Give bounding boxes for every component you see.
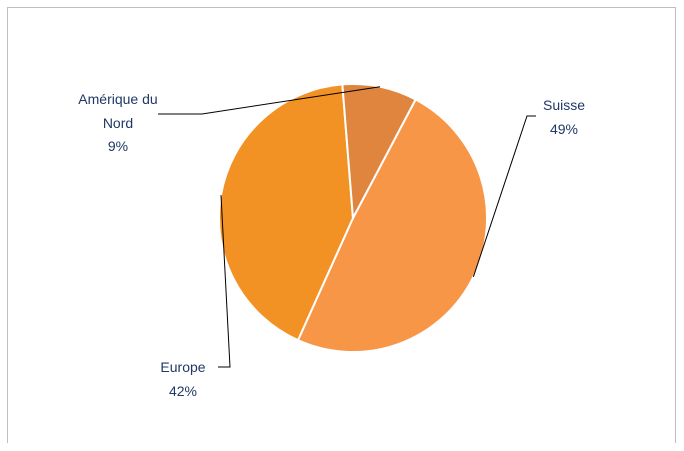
label-amerique-pct: 9% [108, 138, 128, 154]
label-amerique-name-line1: Amérique du [78, 91, 157, 107]
leader-suisse [472, 115, 536, 277]
label-suisse-pct: 49% [550, 121, 578, 137]
label-amerique-name-line2: Nord [103, 115, 133, 131]
leader-europe [218, 195, 231, 368]
slice-labels: Suisse 49% Europe 42% Amérique du Nord 9… [78, 91, 585, 399]
pie-slices [217, 83, 489, 354]
pie-slice-suisse [296, 98, 489, 354]
leader-amerique [158, 86, 381, 115]
leader-lines [158, 86, 536, 368]
label-europe-name: Europe [160, 359, 205, 375]
pie-slice-am-rique-du-nord [341, 83, 417, 222]
label-europe-pct: 42% [169, 383, 197, 399]
label-suisse-name: Suisse [543, 97, 585, 113]
